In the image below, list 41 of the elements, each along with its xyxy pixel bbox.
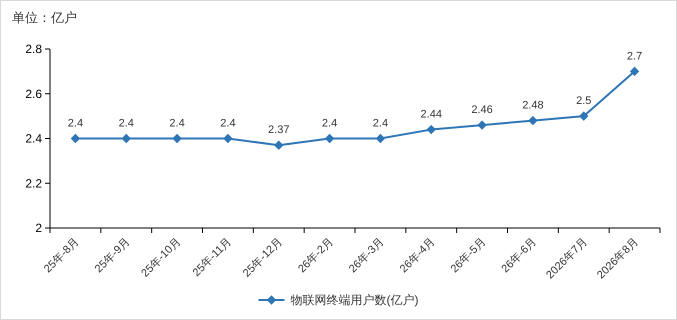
x-tick-label: 25年-10月 bbox=[139, 236, 184, 280]
data-label: 2.4 bbox=[118, 118, 134, 130]
point bbox=[630, 66, 640, 76]
x-tick-label: 25年-8月 bbox=[42, 236, 82, 276]
point bbox=[376, 134, 385, 143]
y-tick-label: 2.6 bbox=[25, 86, 42, 101]
point bbox=[172, 134, 182, 143]
point bbox=[528, 116, 538, 126]
point bbox=[223, 134, 232, 143]
legend-label: 物联网终端用户数(亿户) bbox=[290, 293, 418, 307]
point bbox=[478, 120, 487, 130]
y-tick-label: 2.4 bbox=[25, 132, 42, 146]
point bbox=[274, 140, 284, 150]
x-tick-label: 25年-11月 bbox=[190, 236, 234, 279]
y-tick-label: 2.2 bbox=[25, 176, 42, 190]
data-label: 2.46 bbox=[471, 104, 493, 116]
data-label: 2.48 bbox=[522, 100, 544, 112]
data-label: 2.4 bbox=[220, 118, 236, 130]
y-tick-label: 2.8 bbox=[25, 42, 42, 56]
data-label: 2.4 bbox=[372, 118, 388, 130]
data-label: 2.44 bbox=[420, 108, 442, 121]
data-label: 2.4 bbox=[68, 118, 84, 130]
data-label: 2.7 bbox=[626, 50, 642, 62]
point bbox=[579, 112, 588, 121]
data-label: 2.37 bbox=[268, 124, 290, 136]
y-tick-label: 2 bbox=[35, 221, 42, 235]
y-axis-title: 单位：亿户 bbox=[12, 10, 77, 25]
x-tick-label: 25年-9月 bbox=[92, 236, 132, 276]
x-tick-label: 26年-3月 bbox=[346, 236, 387, 276]
x-tick-label: 26年-6月 bbox=[499, 236, 540, 276]
x-tick-label: 26年-4月 bbox=[398, 236, 438, 276]
point bbox=[122, 134, 131, 143]
x-tick-label: 26年-2月 bbox=[296, 236, 336, 276]
data-label: 2.4 bbox=[322, 118, 338, 130]
point bbox=[426, 125, 436, 134]
point bbox=[70, 134, 80, 143]
data-label: 2.5 bbox=[576, 95, 592, 108]
x-tick-label: 25年-12月 bbox=[240, 236, 285, 280]
point bbox=[325, 134, 334, 143]
data-label: 2.4 bbox=[169, 118, 185, 130]
x-tick-label: 26年-5月 bbox=[448, 236, 488, 276]
